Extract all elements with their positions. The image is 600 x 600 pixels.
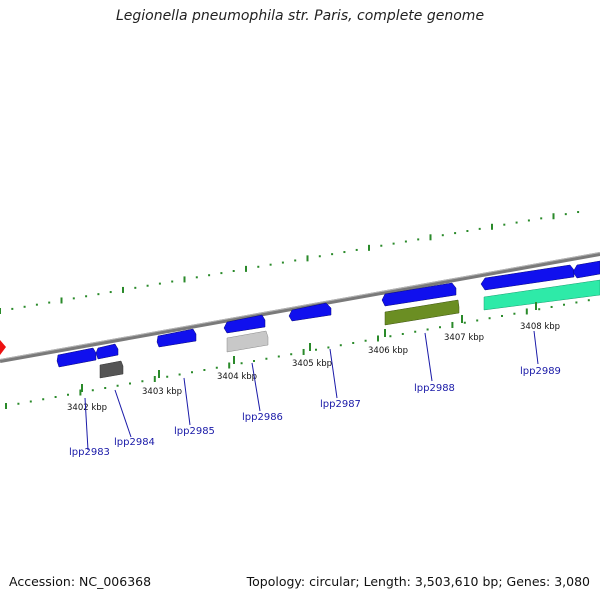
gene-label[interactable]: lpp2988 — [414, 383, 455, 394]
gene-label[interactable]: lpp2985 — [174, 426, 215, 437]
dark-gray-feature[interactable] — [99, 360, 124, 379]
dotted-track-lower — [5, 299, 590, 409]
red-feature[interactable] — [0, 340, 6, 355]
genome-summary-text: Topology: circular; Length: 3,503,610 bp… — [246, 574, 590, 589]
callout-line — [84, 397, 89, 451]
callout-line — [424, 332, 433, 382]
olive-feature[interactable] — [384, 299, 460, 326]
callout-line — [329, 348, 338, 399]
tick-label: 3406 kbp — [368, 346, 408, 356]
callout-line — [114, 389, 132, 438]
genome-backbone — [0, 252, 600, 363]
tick-group: 3402 kbp 3403 kbp 3404 kbp 3405 kbp 3406 kbp… — [67, 302, 560, 413]
tick-label: 3405 kbp — [292, 359, 332, 369]
gene-arrow[interactable] — [480, 264, 575, 291]
callout-line — [533, 330, 539, 365]
gene-label[interactable]: lpp2989 — [520, 366, 561, 377]
callout-line — [251, 362, 261, 412]
gene-label[interactable]: lpp2987 — [320, 399, 361, 410]
gene-arrow[interactable] — [56, 347, 97, 368]
tick-label: 3407 kbp — [444, 333, 484, 343]
accession-text: Accession: NC_006368 — [9, 574, 152, 589]
gene-label[interactable]: lpp2984 — [114, 437, 155, 448]
forward-genes — [56, 260, 600, 368]
light-gray-feature[interactable] — [226, 330, 269, 353]
aqua-feature[interactable] — [483, 279, 600, 311]
callout-line — [183, 377, 191, 426]
gene-label[interactable]: lpp2983 — [69, 447, 110, 458]
tick-label: 3402 kbp — [67, 403, 107, 413]
tick-label: 3403 kbp — [142, 387, 182, 397]
gene-arrow[interactable] — [95, 343, 119, 360]
gene-arrow[interactable] — [223, 314, 266, 334]
gene-arrow[interactable] — [288, 302, 332, 322]
gene-callouts: lpp2983 lpp2984 lpp2985 lpp2986 lpp2987 lpp29… — [69, 330, 561, 458]
dotted-track-upper — [0, 211, 580, 314]
tick-label: 3408 kbp — [520, 322, 560, 332]
gene-label[interactable]: lpp2986 — [242, 412, 283, 423]
map-title: Legionella pneumophila str. Paris, compl… — [115, 8, 485, 24]
gene-arrow[interactable] — [156, 328, 197, 348]
genome-backbone-highlight — [0, 252, 600, 360]
tick-label: 3404 kbp — [217, 372, 257, 382]
gene-arrow[interactable] — [381, 282, 457, 307]
gene-arrow[interactable] — [572, 260, 600, 279]
